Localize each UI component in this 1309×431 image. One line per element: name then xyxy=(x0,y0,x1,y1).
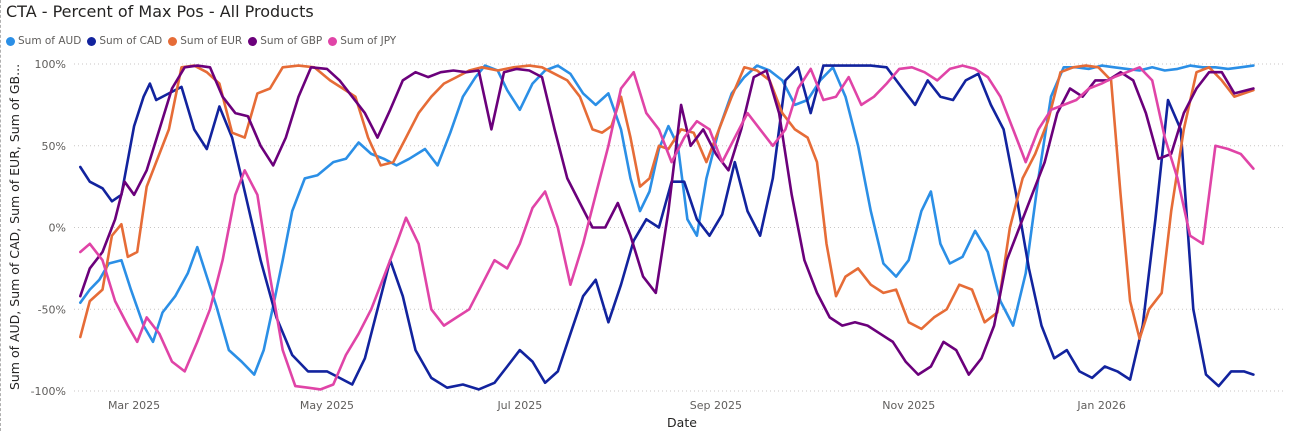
legend-marker xyxy=(87,36,97,46)
y-tick-label: -100% xyxy=(31,385,66,398)
y-tick-label: 0% xyxy=(49,222,66,235)
legend-label: Sum of EUR xyxy=(180,35,243,47)
legend: Sum of AUD Sum of CAD Sum of EUR Sum of GBP… xyxy=(6,34,402,48)
y-tick-label: -50% xyxy=(38,303,66,316)
legend-label: Sum of CAD xyxy=(99,35,163,47)
legend-label: Sum of JPY xyxy=(340,35,397,47)
series-line[interactable] xyxy=(79,64,1255,376)
legend-marker xyxy=(248,36,258,46)
x-axis-ticks: Mar 2025 May 2025 Jul 2025 Sep 2025 Nov 2025… xyxy=(108,399,1126,412)
legend-marker xyxy=(6,36,15,46)
legend-label: Sum of GBP xyxy=(260,35,323,47)
legend-marker xyxy=(168,36,178,46)
y-axis-label: Sum of AUD, Sum of CAD, Sum of EUR, Sum … xyxy=(7,64,22,390)
legend-marker xyxy=(328,36,338,46)
series-line[interactable] xyxy=(79,64,1255,391)
y-tick-label: 100% xyxy=(35,58,66,71)
series-line[interactable] xyxy=(79,64,1255,341)
series-line[interactable] xyxy=(79,64,1255,391)
series-line[interactable] xyxy=(79,64,1255,376)
x-tick-label: Jul 2025 xyxy=(496,399,542,412)
legend-item[interactable]: Sum of GBP xyxy=(248,35,322,47)
chart-title: CTA - Percent of Max Pos - All Products xyxy=(6,2,314,21)
legend-label: Sum of AUD xyxy=(18,35,82,47)
legend-item[interactable]: Sum of AUD xyxy=(6,35,81,47)
x-tick-label: May 2025 xyxy=(300,399,354,412)
legend-item[interactable]: Sum of JPY xyxy=(328,35,396,47)
x-tick-label: Mar 2025 xyxy=(108,399,160,412)
legend-item[interactable]: Sum of CAD xyxy=(87,35,162,47)
y-axis-ticks: 100% 50% 0% -50% -100% xyxy=(31,58,66,398)
x-tick-label: Sep 2025 xyxy=(690,399,742,412)
x-tick-label: Jan 2026 xyxy=(1076,399,1125,412)
x-tick-label: Nov 2025 xyxy=(882,399,935,412)
series-lines xyxy=(79,64,1255,391)
x-axis-label: Date xyxy=(667,415,697,430)
legend-item[interactable]: Sum of EUR xyxy=(168,35,242,47)
visual-border xyxy=(0,0,1,431)
y-tick-label: 50% xyxy=(42,140,66,153)
